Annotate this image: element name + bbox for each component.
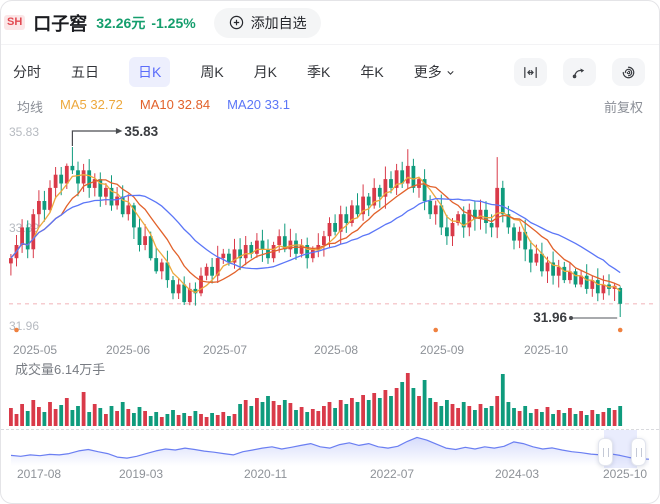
grip-icon bbox=[602, 447, 609, 457]
nav-axis-label: 2017-08 bbox=[17, 467, 62, 481]
ma-legend-title: 均线 bbox=[17, 100, 44, 115]
x-axis-label: 2025-05 bbox=[13, 343, 58, 357]
add-watchlist-label: 添加自选 bbox=[250, 14, 307, 31]
svg-text:31.96: 31.96 bbox=[533, 310, 567, 325]
x-axis-label: 2025-10 bbox=[524, 343, 569, 357]
nav-axis-label: 2020-11 bbox=[244, 467, 288, 481]
tab-weekly-k[interactable]: 周K bbox=[200, 64, 224, 80]
tab-more-label: 更多 bbox=[413, 64, 442, 80]
adjust-mode-label[interactable]: 前复权 bbox=[603, 100, 643, 115]
draw-tool-icon bbox=[571, 64, 588, 81]
x-axis-label: 2025-09 bbox=[420, 343, 465, 357]
ma20-legend: MA20 33.1 bbox=[227, 97, 290, 112]
grip-icon bbox=[635, 447, 642, 457]
add-watchlist-button[interactable]: 添加自选 bbox=[213, 7, 321, 38]
candlestick-chart[interactable]: 35.83 31.96 bbox=[1, 115, 660, 341]
volume-label: 成交量6.14万手 bbox=[15, 362, 106, 377]
navigator-right-handle[interactable] bbox=[631, 438, 646, 466]
ma5-legend: MA5 32.72 bbox=[60, 97, 123, 112]
replay-icon bbox=[620, 64, 637, 81]
chevron-down-icon bbox=[445, 67, 456, 78]
tab-quarterly-k[interactable]: 季K bbox=[307, 64, 331, 80]
navigator-left-handle[interactable] bbox=[598, 438, 613, 466]
stock-change: -1.25% bbox=[151, 14, 196, 31]
nav-axis-label: 2022-07 bbox=[370, 467, 415, 481]
width-adjust-icon bbox=[522, 64, 539, 81]
draw-tool-button[interactable] bbox=[563, 58, 596, 86]
width-adjust-button[interactable] bbox=[514, 58, 547, 86]
nav-axis-label: 2019-03 bbox=[119, 467, 164, 481]
kline-tabs: 分时 五日 日K 周K 月K 季K 年K 更多 bbox=[13, 57, 456, 87]
ma10-legend: MA10 32.84 bbox=[139, 97, 211, 112]
x-axis-label: 2025-08 bbox=[314, 343, 359, 357]
tab-more[interactable]: 更多 bbox=[414, 57, 456, 87]
x-axis-label: 2025-06 bbox=[106, 343, 151, 357]
exchange-badge: SH bbox=[4, 15, 26, 30]
navigator-divider bbox=[1, 429, 659, 430]
replay-button[interactable] bbox=[612, 58, 645, 86]
tab-five-day[interactable]: 五日 bbox=[71, 64, 99, 80]
plus-circle-icon bbox=[228, 14, 245, 31]
nav-axis-label: 2024-03 bbox=[495, 467, 540, 481]
tab-daily-k[interactable]: 日K bbox=[129, 57, 171, 87]
y-axis-max-label: 35.83 bbox=[9, 125, 40, 139]
nav-axis-label: 2025-10 bbox=[603, 467, 648, 481]
stock-header: SH 口子窖 32.26元 -1.25% 添加自选 bbox=[1, 1, 659, 45]
navigator-chart[interactable] bbox=[1, 430, 660, 468]
tab-minute[interactable]: 分时 bbox=[13, 64, 41, 80]
chart-toolbar bbox=[514, 58, 645, 86]
ma-legend: 均线 MA5 32.72 MA10 32.84 MA20 33.1 bbox=[17, 97, 290, 116]
tab-yearly-k[interactable]: 年K bbox=[360, 64, 384, 80]
stock-price: 32.26元 bbox=[96, 14, 146, 31]
volume-chart[interactable] bbox=[1, 369, 660, 427]
x-axis-label: 2025-07 bbox=[203, 343, 248, 357]
stock-title: 口子窖 bbox=[33, 13, 88, 34]
tab-monthly-k[interactable]: 月K bbox=[253, 64, 278, 80]
svg-text:35.83: 35.83 bbox=[124, 124, 158, 139]
